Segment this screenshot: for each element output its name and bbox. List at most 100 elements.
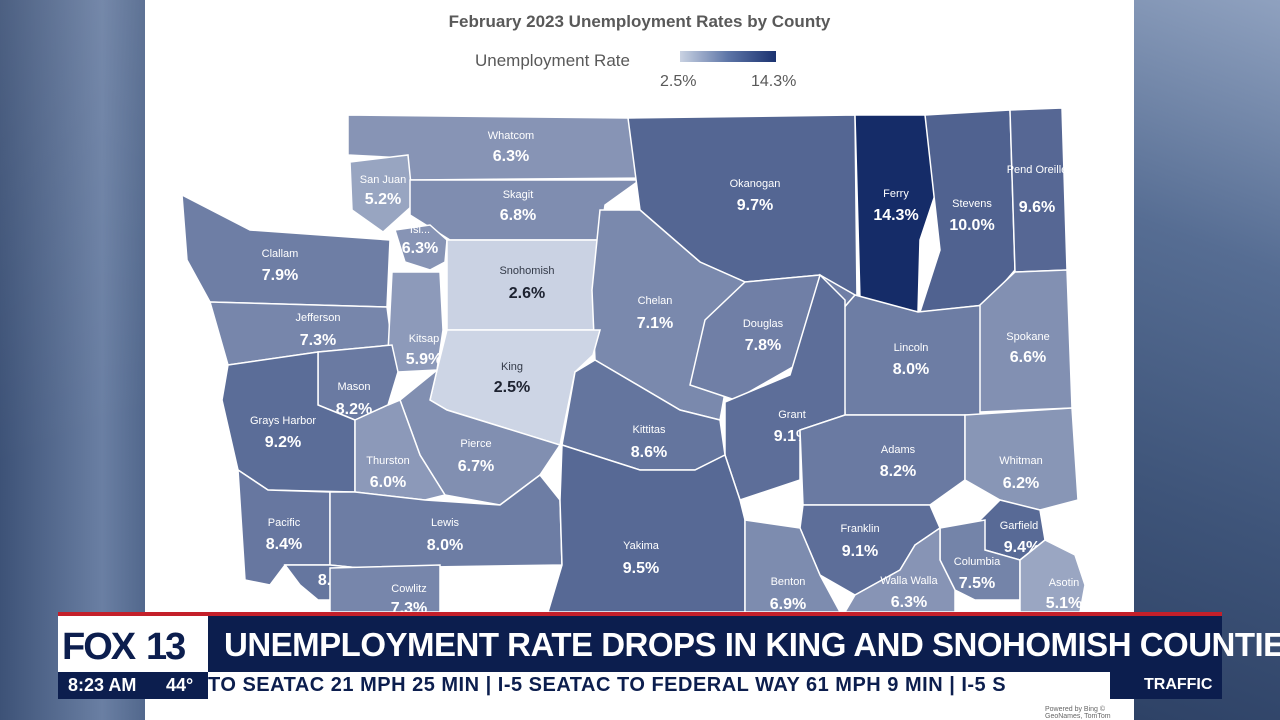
legend-gradient <box>680 51 776 62</box>
county-name-grays-harbor: Grays Harbor <box>250 415 316 427</box>
county-grays-harbor: Grays Harbor 9.2% <box>221 351 356 493</box>
county-rate-okanogan: 9.7% <box>737 197 773 214</box>
county-rate-walla-walla: 6.3% <box>891 594 927 611</box>
county-name-stevens: Stevens <box>952 198 992 210</box>
headline-bar: UNEMPLOYMENT RATE DROPS IN KING AND SNOH… <box>208 612 1280 672</box>
county-name-mason: Mason <box>337 381 370 393</box>
county-san-juan: San Juan 5.2% <box>349 154 414 233</box>
county-shape-benton <box>744 519 842 613</box>
county-whitman: Whitman 6.2% <box>964 407 1079 511</box>
county-name-skagit: Skagit <box>503 189 534 201</box>
county-name-lewis: Lewis <box>431 517 460 529</box>
county-shape-adams <box>799 414 966 506</box>
county-name-garfield: Garfield <box>1000 520 1039 532</box>
logo-fox-text: FOX <box>62 626 136 668</box>
county-rate-stevens: 10.0% <box>949 217 994 234</box>
county-lincoln: Lincoln 8.0% <box>841 294 986 416</box>
county-rate-whitman: 6.2% <box>1003 475 1039 492</box>
county-rate-benton: 6.9% <box>770 596 806 613</box>
county-rate-grays-harbor: 9.2% <box>265 434 301 451</box>
county-rate-adams: 8.2% <box>880 463 916 480</box>
ticker-tag-label: TRAFFIC <box>1144 676 1213 693</box>
county-name-kitsap: Kitsap <box>409 333 440 345</box>
county-rate-skagit: 6.8% <box>500 207 536 224</box>
county-rate-island: 6.3% <box>402 240 438 257</box>
county-ferry: Ferry 14.3% <box>854 114 941 313</box>
county-name-yakima: Yakima <box>623 540 660 552</box>
ticker-tag: TRAFFIC <box>1110 672 1222 699</box>
county-spokane: Spokane 6.6% <box>979 269 1073 413</box>
map-title: February 2023 Unemployment Rates by Coun… <box>448 12 831 31</box>
county-name-clallam: Clallam <box>262 248 299 260</box>
county-name-ferry: Ferry <box>883 188 909 200</box>
county-rate-thurston: 6.0% <box>370 474 406 491</box>
county-name-cowlitz: Cowlitz <box>391 583 426 595</box>
county-shape-san-juan <box>349 154 414 233</box>
county-name-okanogan: Okanogan <box>730 178 781 190</box>
county-name-douglas: Douglas <box>743 318 784 330</box>
legend-max: 14.3% <box>751 73 797 90</box>
county-rate-jefferson: 7.3% <box>300 332 336 349</box>
county-name-franklin: Franklin <box>840 523 879 535</box>
county-name-spokane: Spokane <box>1006 331 1049 343</box>
county-shape-stevens <box>918 109 1016 313</box>
county-shape-spokane <box>979 269 1073 413</box>
county-kitsap: Kitsap 5.9% <box>387 271 444 373</box>
station-logo: FOX 13 <box>58 612 208 672</box>
temperature: 44° <box>166 675 194 695</box>
county-stevens: Stevens 10.0% <box>918 109 1016 313</box>
county-rate-lincoln: 8.0% <box>893 361 929 378</box>
county-rate-lewis: 8.0% <box>427 537 463 554</box>
county-okanogan: Okanogan 9.7% <box>627 114 858 302</box>
county-columbia: Columbia 7.5% <box>939 519 1021 601</box>
county-shape-pend-oreille <box>1009 107 1068 273</box>
county-name-adams: Adams <box>881 444 916 456</box>
county-rate-franklin: 9.1% <box>842 543 878 560</box>
clock-time: 8:23 AM <box>68 675 137 695</box>
county-rate-ferry: 14.3% <box>873 207 918 224</box>
county-name-columbia: Columbia <box>954 556 1001 568</box>
map-panel: February 2023 Unemployment Rates by Coun… <box>145 0 1134 720</box>
county-shape-grant <box>724 273 846 501</box>
county-rate-san-juan: 5.2% <box>365 191 401 208</box>
county-name-snohomish: Snohomish <box>499 265 554 277</box>
ticker: TO SEATAC 21 MPH 25 MIN | I-5 SEATAC TO … <box>208 672 1110 699</box>
county-name-thurston: Thurston <box>366 455 409 467</box>
county-yakima: Yakima 9.5% <box>546 443 746 613</box>
county-rate-spokane: 6.6% <box>1010 349 1046 366</box>
county-name-lincoln: Lincoln <box>894 342 929 354</box>
county-map: Whatcom 6.3% San Juan 5.2% Skagit 6.8% Okanoga… <box>181 107 1086 617</box>
county-name-island: Isl... <box>410 224 430 236</box>
county-adams: Adams 8.2% <box>799 414 966 506</box>
legend-min: 2.5% <box>660 73 697 90</box>
county-rate-asotin: 5.1% <box>1046 595 1082 612</box>
county-rate-pierce: 6.7% <box>458 458 494 475</box>
county-name-asotin: Asotin <box>1049 577 1080 589</box>
legend-label: Unemployment Rate <box>475 51 630 70</box>
county-name-walla-walla: Walla Walla <box>880 575 938 587</box>
county-rate-snohomish: 2.6% <box>509 285 545 302</box>
county-rate-kitsap: 5.9% <box>406 351 442 368</box>
county-name-jefferson: Jefferson <box>295 312 340 324</box>
county-name-whitman: Whitman <box>999 455 1042 467</box>
county-name-benton: Benton <box>771 576 806 588</box>
county-benton: Benton 6.9% <box>744 519 842 613</box>
county-shape-yakima <box>546 443 746 613</box>
ticker-clock: 8:23 AM 44° <box>58 672 208 699</box>
county-rate-columbia: 7.5% <box>959 575 995 592</box>
county-name-san-juan: San Juan <box>360 174 406 186</box>
county-name-pierce: Pierce <box>460 438 491 450</box>
county-island: Isl... 6.3% <box>394 224 448 271</box>
county-name-king: King <box>501 361 523 373</box>
county-name-grant: Grant <box>778 409 806 421</box>
county-shape-island <box>394 224 448 271</box>
map-attribution: Powered by Bing © GeoNames, TomTom <box>1045 706 1111 720</box>
studio-background-right <box>1134 0 1280 720</box>
county-rate-douglas: 7.8% <box>745 337 781 354</box>
county-name-pacific: Pacific <box>268 517 301 529</box>
county-name-chelan: Chelan <box>638 295 673 307</box>
headline: UNEMPLOYMENT RATE DROPS IN KING AND SNOH… <box>224 626 1280 663</box>
county-rate-kittitas: 8.6% <box>631 444 667 461</box>
